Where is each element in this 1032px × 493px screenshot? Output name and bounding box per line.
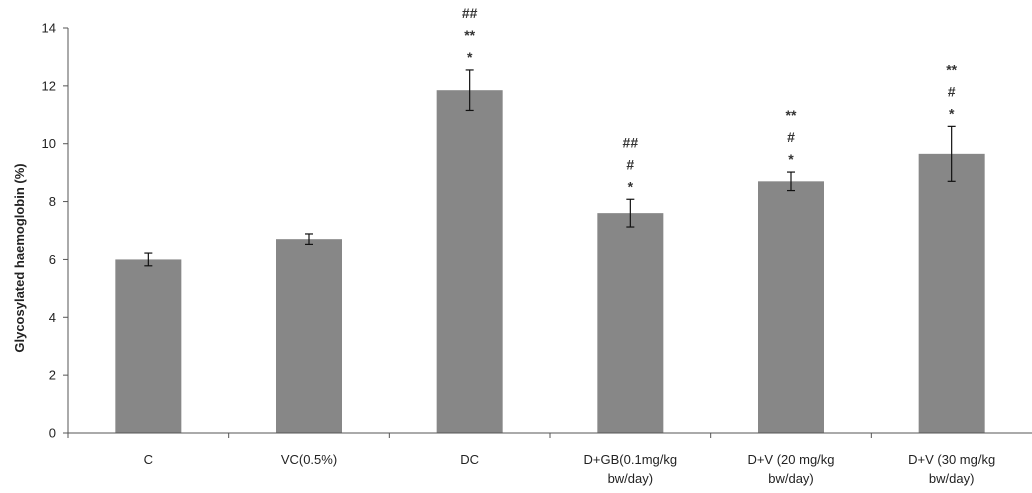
x-category-label: D+V (30 mg/kg (908, 452, 995, 467)
significance-label: * (949, 105, 955, 121)
y-tick-label: 2 (49, 368, 56, 383)
error-bar (144, 252, 153, 267)
error-bar (305, 233, 313, 245)
significance-label: # (787, 129, 795, 145)
y-axis-label: Glycosylated haemoglobin (%) (12, 163, 27, 352)
y-tick-label: 0 (49, 426, 56, 441)
x-category-label: bw/day) (768, 471, 814, 486)
x-category-label: D+V (20 mg/kg (747, 452, 834, 467)
y-tick-label: 8 (49, 194, 56, 209)
bar (918, 153, 985, 433)
x-category-label: C (144, 452, 153, 467)
significance-label: # (948, 83, 956, 99)
bars: ##***###***#***#* (115, 5, 985, 434)
x-category-label: VC(0.5%) (281, 452, 337, 467)
y-tick-label: 12 (42, 78, 56, 93)
x-category-label: DC (460, 452, 479, 467)
significance-label: ## (623, 134, 639, 150)
x-category-label: bw/day) (608, 471, 654, 486)
error-bar (626, 198, 635, 228)
significance-label: * (788, 151, 794, 167)
significance-label: ** (464, 27, 475, 43)
y-axis: 0 2 4 6 8 10 12 14 (42, 21, 69, 441)
significance-label: ** (786, 107, 797, 123)
x-axis: C VC(0.5%) DC D+GB(0.1mg/kg bw/day) D+V (20 m… (67, 432, 1032, 486)
bar (276, 239, 342, 433)
error-bar (947, 125, 956, 182)
bar (436, 90, 503, 434)
x-category-label: D+GB(0.1mg/kg (584, 452, 678, 467)
y-tick-label: 10 (42, 136, 56, 151)
bar (115, 259, 182, 433)
error-bar (465, 69, 474, 112)
significance-label: * (628, 178, 634, 194)
significance-label: * (467, 49, 473, 65)
y-tick-label: 4 (49, 310, 56, 325)
error-bar (787, 171, 795, 192)
x-category-label: bw/day) (929, 471, 975, 486)
y-tick-label: 6 (49, 252, 56, 267)
bar (597, 213, 664, 433)
significance-label: # (626, 156, 634, 172)
y-tick-label: 14 (42, 21, 56, 36)
significance-label: ** (946, 61, 957, 77)
bar (758, 181, 824, 433)
significance-label: ## (462, 5, 478, 21)
